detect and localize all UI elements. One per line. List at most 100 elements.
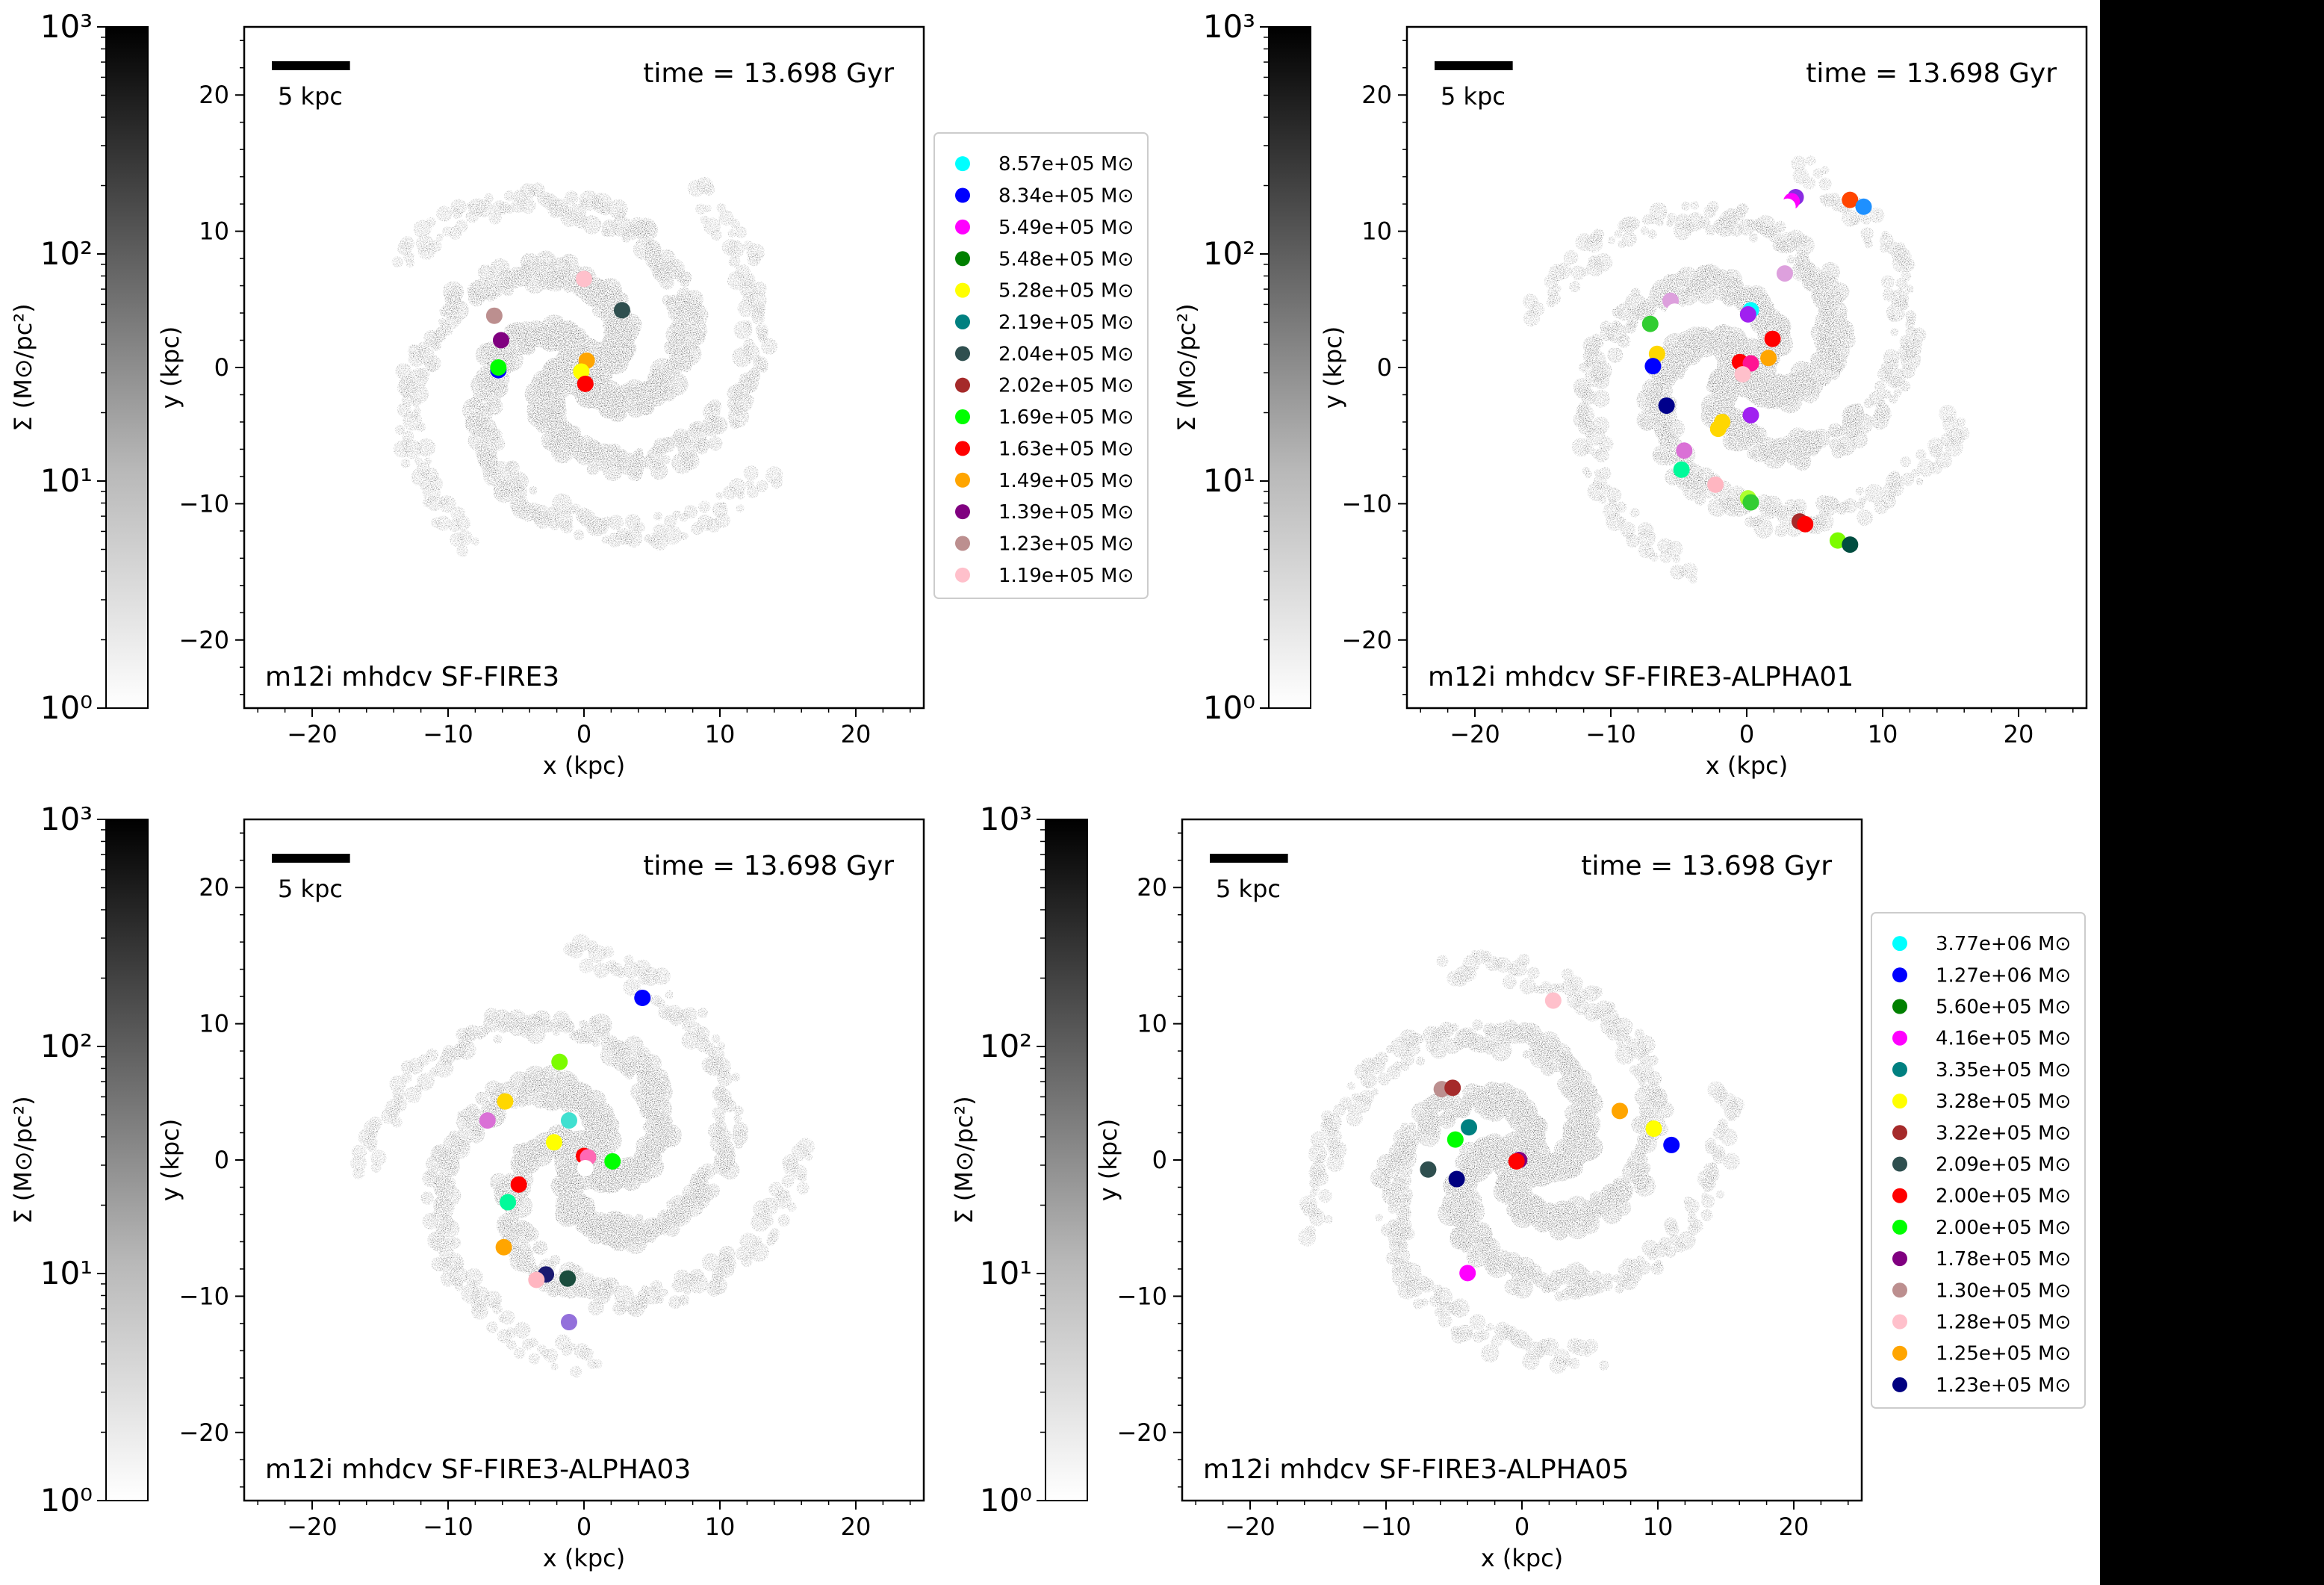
legend-entry: 3.35e+05 M⊙: [1936, 1059, 2071, 1082]
galaxy-gas-clump: [1309, 1188, 1318, 1197]
legend-4: 3.77e+06 M⊙ 1.27e+06 M⊙ 5.60e+05 M⊙ 4.16e+0…: [1871, 912, 2086, 1409]
y-tick-label: 10: [199, 217, 229, 246]
galaxy-gas-clump: [1324, 1215, 1333, 1224]
galaxy-gas-clump: [650, 1280, 663, 1294]
galaxy-gas-clump: [452, 208, 463, 219]
y-tick-label: −20: [178, 626, 229, 654]
galaxy-gas-clump: [1712, 218, 1730, 235]
galaxy-gas-clump: [1874, 403, 1890, 418]
galaxy-gas-clump: [1857, 509, 1874, 526]
cluster-point: [1641, 315, 1659, 332]
y-tick-label: −20: [1116, 1418, 1167, 1447]
galaxy-gas-clump: [1510, 1111, 1520, 1122]
galaxy-gas-clump: [700, 1163, 716, 1179]
galaxy-gas-clump: [733, 1122, 748, 1138]
galaxy-gas-clump: [753, 282, 767, 296]
galaxy-gas-clump: [1955, 426, 1970, 441]
galaxy-gas-clump: [1541, 1337, 1559, 1356]
legend-marker: [1892, 1377, 1907, 1392]
galaxy-gas-clump: [430, 341, 441, 351]
galaxy-gas-clump: [1791, 155, 1806, 172]
galaxy-gas-clump: [457, 530, 473, 546]
galaxy-gas-clump: [1526, 967, 1540, 980]
galaxy-gas-clump: [635, 1214, 644, 1223]
x-tick-label: −10: [423, 1513, 473, 1541]
cluster-point: [1842, 536, 1859, 553]
galaxy-gas-clump: [712, 1106, 726, 1120]
galaxy-gas-clump: [1417, 1125, 1441, 1147]
galaxy-gas-clump: [1637, 528, 1656, 548]
x-tick-label: 20: [841, 1513, 872, 1541]
galaxy-gas-clump: [781, 1175, 795, 1188]
galaxy-gas-clump: [417, 242, 435, 260]
legend-entry: 5.48e+05 M⊙: [998, 248, 1134, 270]
galaxy-gas-clump: [400, 1060, 414, 1074]
galaxy-gas-clump: [1647, 229, 1657, 240]
x-tick-label: −10: [1585, 720, 1636, 748]
panel-title: m12i mhdcv SF-FIRE3-ALPHA03: [265, 1454, 691, 1485]
legend-entry: 1.63e+05 M⊙: [998, 438, 1134, 460]
galaxy-gas-clump: [1905, 326, 1917, 338]
colorbar-tick-label: 10³: [40, 801, 93, 837]
galaxy-gas-clump: [1592, 389, 1610, 408]
galaxy-gas-clump: [1606, 487, 1622, 503]
galaxy-gas-clump: [679, 1294, 690, 1306]
galaxy-gas-clump: [1792, 167, 1809, 184]
galaxy-gas-clump: [475, 1091, 488, 1105]
legend-entry: 1.69e+05 M⊙: [998, 406, 1134, 429]
galaxy-gas-clump: [745, 479, 754, 488]
galaxy-gas-clump: [1815, 512, 1834, 532]
x-tick-label: 20: [1779, 1513, 1809, 1541]
galaxy-gas-clump: [1809, 355, 1818, 363]
galaxy-gas-clump: [1806, 155, 1816, 166]
x-axis-label: x (kpc): [1706, 751, 1789, 780]
legend-entry: 2.04e+05 M⊙: [998, 343, 1134, 365]
galaxy-gas-clump: [1600, 326, 1615, 341]
galaxy-gas-clump: [600, 1037, 615, 1052]
y-tick-label: 20: [199, 873, 229, 902]
x-tick-label: 0: [1739, 720, 1754, 748]
galaxy-gas-clump: [669, 354, 677, 362]
galaxy-gas-clump: [730, 1073, 741, 1082]
colorbar-tick-label: 10⁰: [40, 689, 93, 726]
galaxy-gas-clump: [635, 447, 644, 456]
galaxy-gas-clump: [579, 958, 594, 974]
legend-entry: 8.57e+05 M⊙: [998, 153, 1134, 176]
galaxy-gas-clump: [777, 1214, 791, 1227]
legend-marker: [955, 377, 970, 393]
galaxy-gas-clump: [1821, 261, 1840, 282]
cluster-point: [1676, 442, 1693, 459]
galaxy-gas-clump: [743, 338, 756, 351]
y-tick-label: −10: [178, 1282, 229, 1310]
cluster-point: [1842, 191, 1859, 208]
galaxy-gas-clump: [1607, 347, 1624, 363]
galaxy-gas-clump: [1703, 205, 1716, 219]
galaxy-gas-clump: [759, 1197, 779, 1216]
galaxy-gas-clump: [708, 436, 723, 451]
galaxy-gas-clump: [1612, 307, 1624, 318]
legend-box: [1871, 912, 2086, 1409]
galaxy-gas-clump: [1561, 968, 1574, 981]
galaxy-gas-clump: [570, 1365, 582, 1378]
galaxy-gas-clump: [614, 1285, 634, 1305]
colorbar-2: [1268, 26, 1311, 709]
galaxy-gas-clump: [717, 1041, 725, 1050]
galaxy-gas-clump: [488, 211, 502, 225]
galaxy-gas-clump: [505, 460, 520, 475]
galaxy-gas-clump: [1633, 1117, 1645, 1128]
legend-marker: [955, 504, 970, 520]
galaxy-gas-clump: [420, 1191, 435, 1205]
legend-entry: 1.30e+05 M⊙: [1936, 1280, 2071, 1302]
galaxy-gas-clump: [700, 215, 709, 225]
galaxy-gas-clump: [426, 495, 443, 512]
legend-box: [933, 132, 1149, 599]
galaxy-gas-clump: [529, 486, 538, 494]
legend-entry: 3.22e+05 M⊙: [1936, 1122, 2071, 1144]
legend-entry: 2.02e+05 M⊙: [998, 375, 1134, 397]
x-tick-label: −20: [1450, 720, 1500, 748]
cluster-point: [497, 1093, 514, 1110]
galaxy-gas-clump: [1346, 1082, 1355, 1091]
galaxy-gas-clump: [1640, 1084, 1650, 1094]
cluster-point: [1666, 303, 1683, 320]
legend-entry: 8.34e+05 M⊙: [998, 185, 1134, 208]
